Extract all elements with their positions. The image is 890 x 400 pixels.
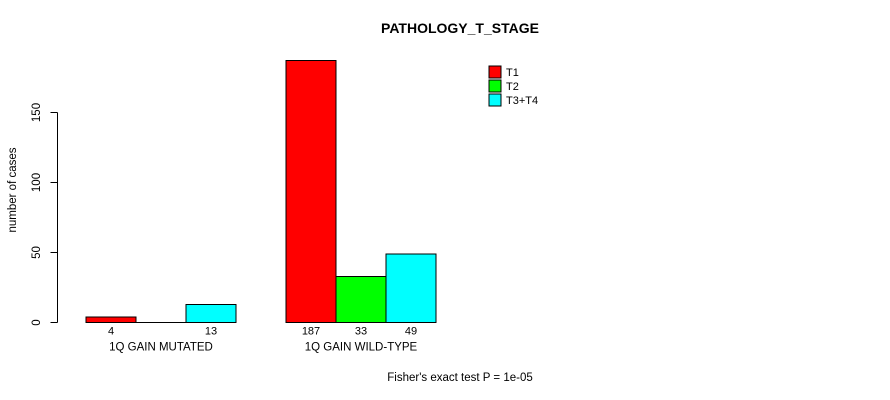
y-axis-tick-label: 150 [31,103,43,122]
bar-t1-mutated [85,316,137,323]
legend-swatch-t1 [488,65,502,79]
bar-value-label: 49 [405,326,417,338]
y-axis-tick-label: 0 [31,319,43,325]
legend-label-t1: T1 [506,67,519,79]
bar-t3t4-mutated [185,303,237,323]
chart-title: PATHOLOGY_T_STAGE [381,20,539,36]
footnote-text: Fisher's exact test P = 1e-05 [387,372,533,384]
legend-item-t3t4: T3+T4 [488,93,538,107]
bar-t1-wild-type [285,60,337,323]
y-axis-tick-label: 50 [31,246,43,259]
legend: T1 T2 T3+T4 [488,65,538,107]
y-axis-label: number of cases [7,147,19,232]
legend-item-t2: T2 [488,79,519,93]
bar-value-label: 13 [205,326,217,338]
category-label: 1Q GAIN MUTATED [109,342,213,354]
y-axis-tick-label: 100 [31,173,43,192]
category-label: 1Q GAIN WILD-TYPE [305,342,418,354]
bar-value-labels: 4 13 187 33 49 [108,326,417,338]
legend-item-t1: T1 [488,65,519,79]
bar-t3t4-wild-type [385,253,437,323]
legend-label-t3t4: T3+T4 [506,95,538,107]
bar-value-label: 4 [108,326,114,338]
legend-swatch-t3t4 [488,93,502,107]
bar-value-label: 187 [302,326,320,338]
bar-t2-wild-type [335,275,387,323]
x-axis-category-labels: 1Q GAIN MUTATED 1Q GAIN WILD-TYPE [109,342,417,354]
y-axis: 0 50 100 150 [31,103,58,326]
bars-group [85,60,437,323]
legend-label-t2: T2 [506,81,519,93]
bar-value-label: 33 [355,326,367,338]
legend-swatch-t2 [488,79,502,93]
